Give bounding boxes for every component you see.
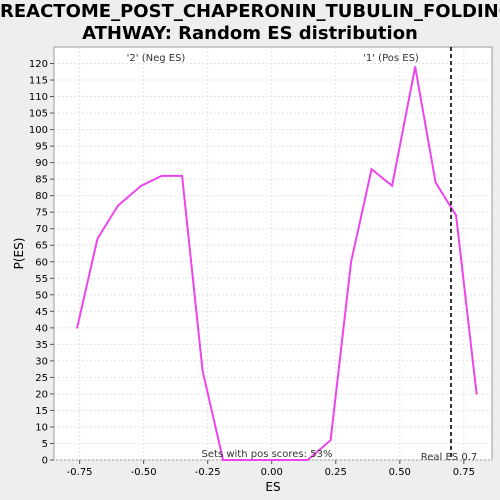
- plot-area: [53, 46, 493, 461]
- x-tick-label: -0.50: [131, 467, 157, 478]
- es-data-point: [414, 66, 416, 68]
- es-data-point: [286, 459, 288, 461]
- y-tick-label: 105: [29, 109, 48, 120]
- y-tick-label: 15: [35, 406, 48, 417]
- y-tick-label: 40: [35, 323, 48, 334]
- y-tick-label: 10: [35, 422, 48, 433]
- es-data-point: [222, 459, 224, 461]
- y-tick-label: 65: [35, 241, 48, 252]
- es-data-point: [306, 459, 309, 461]
- y-tick-label: 25: [35, 373, 48, 384]
- y-tick-label: 30: [35, 356, 48, 367]
- y-tick-label: 95: [35, 142, 48, 153]
- es-data-point: [370, 168, 373, 171]
- es-data-point: [76, 327, 78, 329]
- annotations: '2' (Neg ES) '1' (Pos ES) Sets with pos sc…: [127, 47, 477, 463]
- chart-title-line1: REACTOME_POST_CHAPERONIN_TUBULIN_FOLDING…: [0, 1, 500, 22]
- es-data-point: [350, 260, 352, 263]
- y-tick-label: 5: [42, 439, 48, 450]
- es-data-point: [455, 214, 457, 217]
- y-tick-label: 85: [35, 175, 48, 186]
- y-tick-label: 115: [29, 76, 48, 87]
- es-data-point: [475, 393, 478, 395]
- es-data-point: [329, 439, 332, 441]
- es-data-point: [434, 181, 437, 184]
- y-tick-label: 75: [35, 208, 48, 219]
- real-es-label: Real ES 0.7: [421, 452, 477, 463]
- pos-score-note: Sets with pos scores: 53%: [202, 449, 333, 460]
- es-data-point: [201, 369, 204, 372]
- es-data-point: [117, 204, 119, 207]
- x-tick-label: 0.00: [261, 467, 283, 478]
- y-tick-label: 45: [35, 307, 48, 318]
- y-tick-label: 60: [35, 257, 48, 268]
- pos-es-label: '1' (Pos ES): [363, 53, 419, 64]
- y-tick-label: 0: [42, 456, 48, 467]
- x-tick-label: 0.25: [325, 467, 347, 478]
- es-data-point: [181, 175, 183, 177]
- x-tick-label: 0.75: [453, 467, 475, 478]
- y-tick-label: 80: [35, 191, 48, 202]
- es-data-point: [265, 459, 268, 461]
- axes: 0 5 10 15 20 25 30 35 40 45 50 55 60 65 70 75 80 85 90 95 10…: [29, 59, 475, 478]
- y-tick-label: 100: [29, 125, 48, 136]
- x-axis-label: ES: [265, 480, 280, 494]
- y-tick-label: 50: [35, 290, 48, 301]
- es-series-line: [76, 66, 478, 461]
- chart-title: REACTOME_POST_CHAPERONIN_TUBULIN_FOLDING…: [0, 1, 500, 45]
- chart-title-line2: ATHWAY: Random ES distribution: [82, 23, 418, 44]
- y-tick-label: 120: [29, 59, 48, 70]
- y-tick-label: 55: [35, 274, 48, 285]
- es-data-point: [391, 184, 393, 187]
- x-tick-label: -0.25: [195, 467, 221, 478]
- es-data-point: [245, 459, 247, 461]
- y-tick-label: 90: [35, 158, 48, 169]
- neg-es-label: '2' (Neg ES): [127, 53, 186, 64]
- x-tick-label: 0.50: [389, 467, 411, 478]
- y-tick-label: 110: [29, 92, 48, 103]
- grid-lines: [54, 47, 492, 461]
- series-layer: [76, 66, 478, 461]
- es-data-point: [96, 237, 99, 240]
- y-axis-label: P(ES): [12, 238, 26, 270]
- x-tick-label: -0.75: [67, 467, 93, 478]
- y-tick-label: 70: [35, 224, 48, 235]
- es-data-point: [160, 175, 163, 177]
- es-data-point: [140, 184, 142, 187]
- y-tick-label: 35: [35, 340, 48, 351]
- y-tick-label: 20: [35, 389, 48, 400]
